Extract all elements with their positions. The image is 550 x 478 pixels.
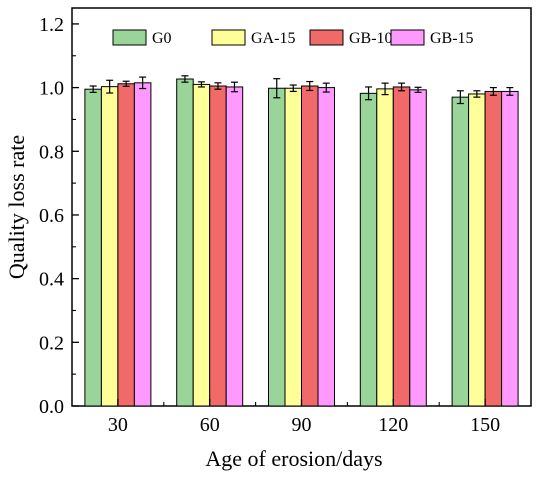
x-tick-label: 120: [378, 414, 408, 436]
bar: [392, 86, 411, 407]
bar: [468, 93, 486, 407]
y-tick-label: 1.2: [39, 14, 64, 36]
bar: [176, 78, 194, 407]
bar: [484, 90, 503, 407]
bar: [268, 87, 286, 407]
y-tick-label: 0.2: [39, 332, 64, 354]
bar: [359, 92, 378, 407]
y-tick-label: 0.6: [39, 205, 64, 227]
bar: [451, 96, 470, 407]
y-tick-label: 0.0: [39, 396, 64, 418]
y-tick-label: 0.4: [39, 269, 64, 291]
x-tick-label: 150: [470, 414, 500, 436]
bar: [284, 87, 302, 407]
legend-label: GB-15: [430, 30, 474, 47]
legend-label: G0: [152, 30, 172, 47]
bar: [317, 87, 335, 407]
bar: [84, 88, 102, 407]
x-tick-label: 90: [292, 414, 312, 436]
y-tick-label: 1.0: [39, 78, 64, 100]
x-axis-title: Age of erosion/days: [205, 446, 382, 471]
x-tick-label: 30: [108, 414, 128, 436]
bar: [501, 90, 519, 407]
bar: [117, 83, 135, 407]
y-axis-title: Quality loss rate: [4, 135, 29, 279]
bar: [209, 85, 227, 407]
bar: [133, 82, 152, 407]
legend-swatch: [211, 29, 246, 46]
bar: [376, 88, 394, 407]
bar: [192, 83, 211, 407]
legend-label: GB-10: [349, 30, 393, 47]
legend-swatch: [112, 29, 147, 46]
bar: [301, 85, 319, 407]
x-tick-label: 60: [200, 414, 220, 436]
legend-swatch: [309, 29, 344, 46]
bar: [409, 89, 427, 407]
legend-label: GA-15: [251, 30, 295, 47]
y-tick-label: 0.8: [39, 141, 64, 163]
bar: [100, 86, 119, 407]
bar: [225, 86, 244, 407]
legend-swatch: [390, 29, 425, 46]
